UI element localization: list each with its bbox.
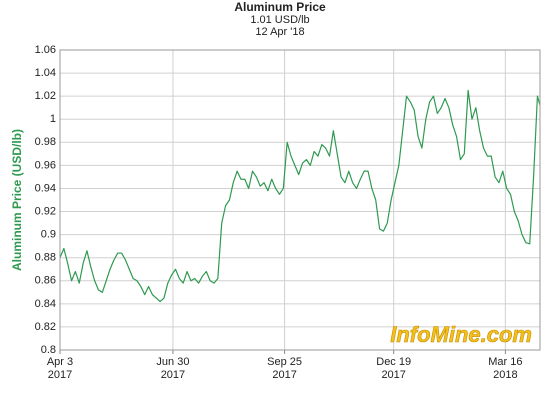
y-tick-label: 0.9 [41, 229, 56, 241]
watermark: InfoMine.com [390, 322, 532, 347]
plot-area [60, 50, 540, 350]
price-line [59, 89, 541, 303]
y-tick-label: 0.86 [35, 275, 56, 287]
x-tick-label: Jun 30 [156, 356, 189, 368]
y-tick-label: 0.92 [35, 205, 56, 217]
x-tick-label: 2017 [161, 369, 185, 381]
chart-subtitle: 1.01 USD/lb [250, 14, 309, 26]
y-tick-label: 0.82 [35, 321, 56, 333]
chart-subtitle: 12 Apr '18 [255, 26, 304, 38]
y-tick-label: 0.98 [35, 136, 56, 148]
chart-title: Aluminum Price [234, 0, 326, 14]
plot-border [59, 49, 541, 351]
y-tick-label: 1.02 [35, 90, 56, 102]
y-axis-label: Aluminum Price (USD/lb) [10, 129, 24, 271]
y-tick-label: 1.06 [35, 44, 56, 56]
x-tick-label: Sep 25 [267, 356, 302, 368]
y-tick-label: 0.8 [41, 344, 56, 356]
x-tick-label: 2017 [272, 369, 296, 381]
y-tick-label: 1 [50, 113, 56, 125]
y-tick-label: 1.04 [35, 67, 56, 79]
x-tick-label: Apr 3 [47, 356, 73, 368]
x-tick-label: 2017 [48, 369, 72, 381]
y-tick-label: 0.96 [35, 159, 56, 171]
y-tick-label: 0.84 [35, 298, 56, 310]
x-tick-label: Mar 16 [488, 356, 522, 368]
x-tick-label: 2018 [493, 369, 517, 381]
x-tick-label: Dec 19 [376, 356, 411, 368]
y-tick-label: 0.94 [35, 182, 56, 194]
x-tick-label: 2017 [381, 369, 405, 381]
y-tick-label: 0.88 [35, 252, 56, 264]
